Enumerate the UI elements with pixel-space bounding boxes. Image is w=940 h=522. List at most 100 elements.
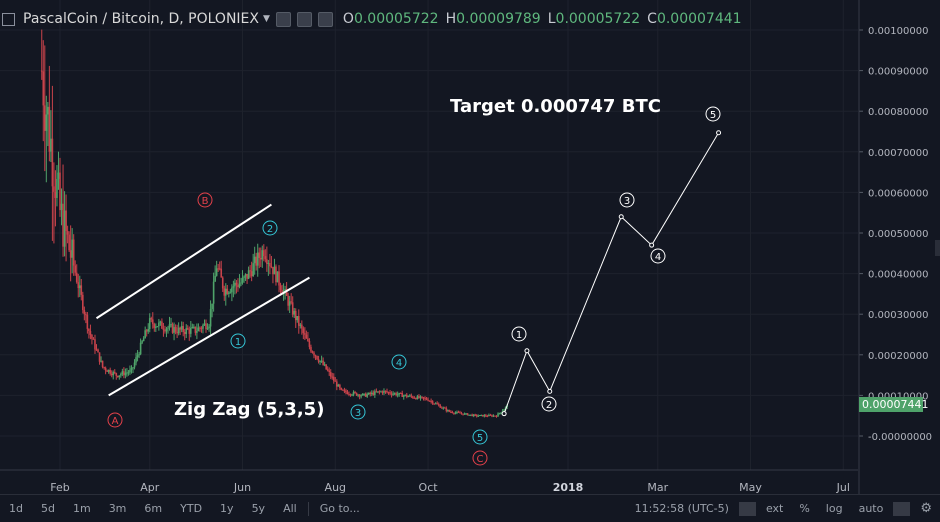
- candle-body: [250, 271, 253, 277]
- candle-body: [98, 352, 101, 362]
- goto-button[interactable]: Go to...: [319, 502, 360, 515]
- timeframe-6m[interactable]: 6m: [144, 502, 163, 515]
- side-panel-toggle[interactable]: [935, 240, 940, 256]
- candle-body: [468, 414, 470, 416]
- candle-body: [407, 396, 410, 398]
- option-auto[interactable]: auto: [858, 502, 884, 515]
- option-ext[interactable]: ext: [765, 502, 784, 515]
- candle-body: [478, 415, 481, 417]
- option-log[interactable]: log: [825, 502, 843, 515]
- time-axis-label: Oct: [419, 481, 439, 494]
- toolbar-divider: [307, 501, 309, 516]
- candle-body: [259, 257, 262, 260]
- price-axis-label: 0.00040000: [868, 270, 928, 281]
- candle-body: [231, 287, 233, 293]
- chevron-down-icon[interactable]: ▼: [262, 14, 270, 24]
- close-icon[interactable]: [317, 11, 333, 27]
- target-annotation: Target 0.000747 BTC: [450, 96, 661, 117]
- candle-body: [278, 271, 280, 286]
- candle-body: [109, 369, 111, 374]
- candle-body: [287, 295, 289, 306]
- candle-body: [116, 375, 119, 377]
- timeframe-1d[interactable]: 1d: [9, 502, 23, 515]
- candle-body: [329, 372, 332, 377]
- option-percent[interactable]: %: [799, 502, 810, 515]
- candle-body: [167, 327, 169, 329]
- candle-body: [261, 250, 264, 260]
- timeframe-3m[interactable]: 3m: [108, 502, 127, 515]
- candle-body: [386, 391, 388, 393]
- candle-body: [299, 324, 302, 326]
- timeframe-5d[interactable]: 5d: [40, 502, 55, 515]
- candle-body: [247, 270, 250, 279]
- candle-body: [221, 277, 224, 289]
- candle-body: [310, 346, 312, 352]
- candle-body: [370, 392, 373, 395]
- candle-body: [355, 392, 358, 396]
- candle-body: [148, 318, 151, 330]
- candle-body: [205, 323, 207, 330]
- candle-body: [176, 331, 178, 334]
- price-chart[interactable]: 0.00100000 0.00090000 0.00080000 0.00070000…: [0, 0, 940, 494]
- timeframe-ytd[interactable]: YTD: [180, 502, 203, 515]
- wave-label-4: 4: [396, 358, 402, 369]
- wave-label-3: 3: [355, 408, 361, 419]
- candle-body: [241, 277, 244, 283]
- candle-body: [294, 310, 297, 321]
- candle-body: [433, 403, 435, 405]
- candle-body: [74, 265, 77, 273]
- candle-body: [188, 329, 191, 334]
- candle-body: [51, 138, 54, 187]
- candle-body: [71, 239, 73, 258]
- candle-body: [316, 355, 318, 360]
- candle-body: [337, 384, 340, 387]
- candle-body: [126, 372, 128, 374]
- clock-label[interactable]: 11:52:58 (UTC-5): [634, 502, 729, 515]
- candle-body: [244, 273, 247, 277]
- price-axis-label: 0.00080000: [868, 107, 928, 118]
- candle-body: [472, 414, 475, 417]
- candle-body: [457, 411, 460, 413]
- candle-body: [380, 391, 382, 393]
- collapse-icon[interactable]: [2, 12, 15, 26]
- candle-body: [377, 391, 379, 393]
- candle-body: [471, 414, 473, 417]
- timeframe-all[interactable]: All: [283, 502, 297, 515]
- candle-body: [296, 316, 299, 321]
- candle-body: [463, 413, 466, 415]
- candle-body: [482, 414, 484, 417]
- ohlc-values: O0.00005722 H0.00009789 L0.00005722 C0.0…: [343, 11, 742, 27]
- time-axis-label: Aug: [325, 481, 346, 494]
- time-axis-label: Feb: [50, 481, 69, 494]
- candle-body: [477, 415, 480, 417]
- candle-body: [97, 349, 99, 353]
- candle-body: [54, 191, 57, 198]
- candle-body: [367, 392, 370, 395]
- time-axis-label: Jul: [836, 481, 850, 494]
- settings-icon[interactable]: [296, 11, 312, 27]
- candle-body: [256, 252, 259, 266]
- candle-body: [279, 285, 282, 291]
- candle-body: [427, 399, 429, 401]
- candle-body: [328, 370, 331, 373]
- candle-body: [249, 270, 251, 272]
- candle-body: [88, 328, 90, 331]
- candle-body: [392, 393, 394, 395]
- timeframe-5y[interactable]: 5y: [251, 502, 266, 515]
- gear-icon[interactable]: ⚙: [920, 501, 932, 516]
- wave-label-c: C: [477, 454, 484, 465]
- timeframe-1y[interactable]: 1y: [220, 502, 234, 515]
- candle-body: [413, 397, 416, 399]
- candle-body: [186, 328, 189, 330]
- candle-body: [229, 292, 232, 294]
- symbol-title[interactable]: PascalCoin / Bitcoin, D, POLONIEX: [23, 11, 259, 27]
- wave-label-b-circle: [197, 192, 213, 208]
- candle-body: [342, 389, 344, 391]
- candle-body: [82, 294, 84, 311]
- candle-body: [263, 250, 265, 257]
- candle-body: [197, 327, 200, 332]
- candle-body: [357, 394, 359, 396]
- eye-icon[interactable]: [275, 11, 291, 27]
- timeframe-1m[interactable]: 1m: [72, 502, 91, 515]
- candle-body: [320, 360, 323, 362]
